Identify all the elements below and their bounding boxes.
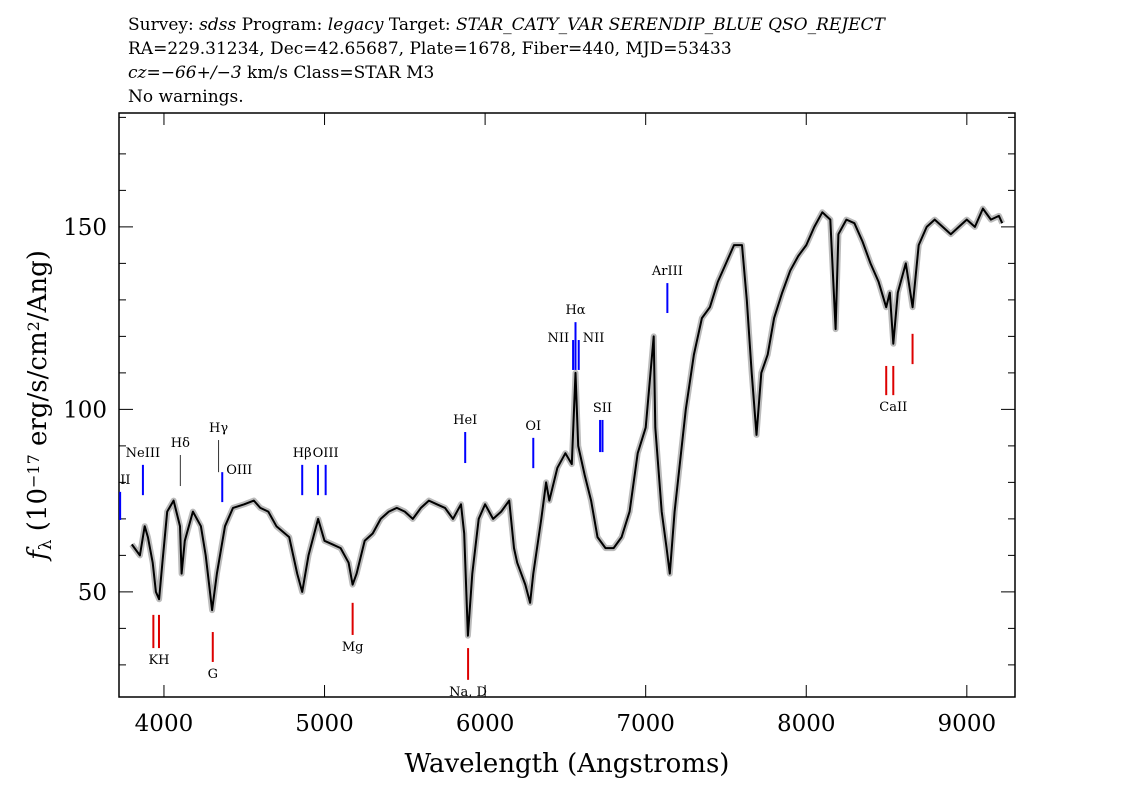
y-tick-label: 150: [63, 215, 107, 241]
header-line: cz=−66+/−3 km/s Class=STAR M3: [128, 63, 434, 83]
plot-frame: [118, 112, 1016, 698]
x-axis-label: Wavelength (Angstroms): [405, 749, 730, 779]
spectral-line-label: ArIII: [651, 264, 683, 279]
header-text: −66+/−3: [161, 63, 242, 83]
spectral-line-label: SII: [593, 401, 612, 416]
spectral-line-label: OIII: [226, 463, 252, 478]
header-line: No warnings.: [128, 87, 244, 107]
y-axis-label-part: erg/s/cm: [23, 331, 53, 454]
header-text: sdss: [199, 15, 236, 35]
spectral-line-label: KH: [148, 653, 169, 668]
spectral-line-label: Hγ: [209, 421, 228, 436]
header-line: RA=229.31234, Dec=42.65687, Plate=1678, …: [128, 39, 732, 59]
header-text: Program:: [236, 15, 328, 35]
spectral-line-label: NII: [547, 331, 569, 346]
header-text: km/s Class=STAR M3: [242, 63, 435, 83]
x-tick-label: 4000: [135, 711, 194, 737]
y-tick-label: 100: [63, 397, 107, 423]
header-text: STAR_CATY_VAR SERENDIP_BLUE QSO_REJECT: [456, 15, 887, 35]
spectral-line-label: OI: [525, 419, 541, 434]
spectrum-error: [129, 205, 1005, 639]
spectral-line-label: Hα: [565, 303, 585, 318]
header-line: Survey: sdss Program: legacy Target: STA…: [128, 15, 887, 35]
header: Survey: sdss Program: legacy Target: STA…: [128, 15, 887, 107]
spectral-line-label: NII: [583, 331, 605, 346]
y-axis-label-part: /Ang): [23, 250, 53, 321]
x-tick-label: 8000: [777, 711, 836, 737]
spectral-line-label: Hδ: [171, 436, 190, 451]
y-axis-label-part: 2: [24, 321, 43, 331]
spectral-line-label: OIII: [313, 446, 339, 461]
header-text: legacy: [328, 15, 384, 35]
x-tick-label: 5000: [295, 711, 354, 737]
spectral-line-label: CaII: [879, 400, 907, 415]
header-text: RA=229.31234, Dec=42.65687, Plate=1678, …: [128, 39, 732, 59]
y-axis-label-part: λ: [36, 539, 56, 550]
x-tick-label: 9000: [938, 711, 997, 737]
y-axis-label-part: −17: [24, 454, 43, 488]
spectral-line-label: G: [208, 667, 218, 682]
spectral-line-label: Na, D: [449, 685, 487, 700]
spectral-line-label: OII: [110, 473, 131, 488]
y-tick-label: 50: [78, 580, 107, 606]
y-axis-label-part: (10: [23, 488, 53, 540]
header-text: cz=: [128, 63, 161, 83]
spectrum-line: [130, 207, 1004, 637]
spectral-line-label: Hβ: [293, 446, 312, 461]
spectral-line-label: NeIII: [126, 446, 160, 461]
spectral-line-label: HeI: [453, 413, 477, 428]
spectral-line-label: Mg: [342, 640, 364, 655]
header-text: No warnings.: [128, 87, 244, 107]
x-tick-label: 7000: [616, 711, 675, 737]
y-axis-label: fλ (10−17 erg/s/cm2/Ang): [23, 250, 56, 562]
header-text: Survey:: [128, 15, 199, 35]
x-tick-label: 6000: [456, 711, 515, 737]
header-text: Target:: [383, 15, 456, 35]
